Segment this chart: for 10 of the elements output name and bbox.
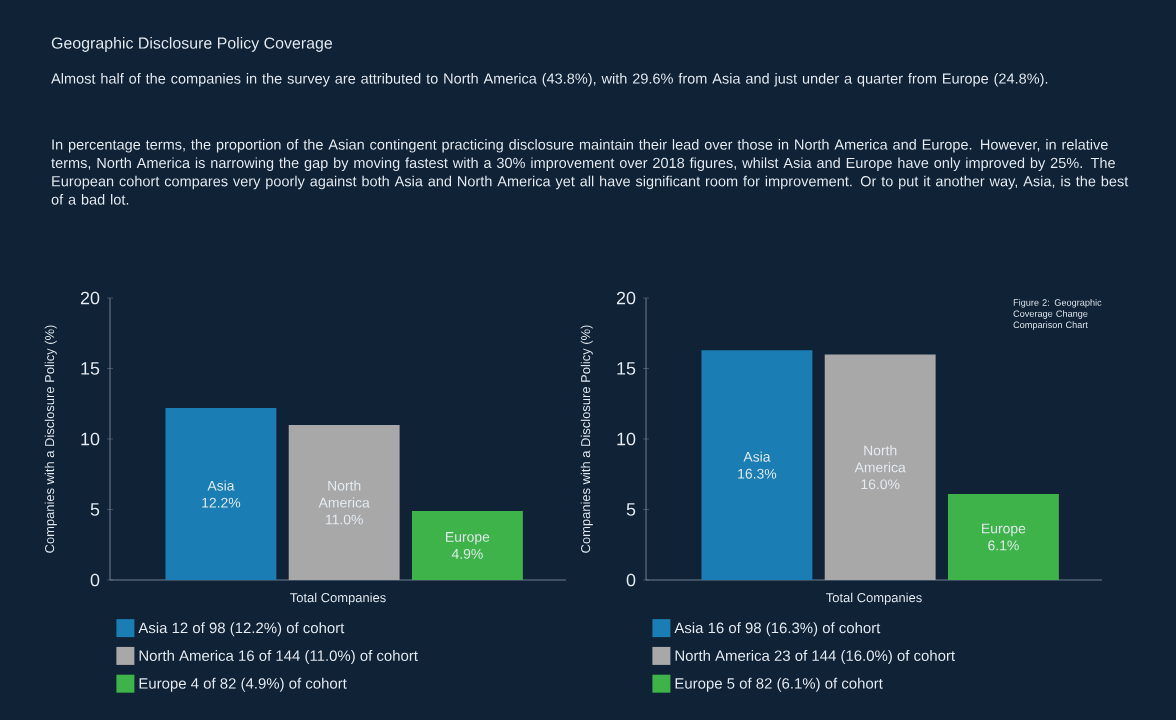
y-tick-label: 20 [616,291,636,305]
y-tick-label: 5 [90,503,100,516]
y-tick-label: 5 [626,503,636,516]
y-tick-label: 20 [80,291,100,305]
y-tick-label: 10 [617,432,636,446]
y-tick-label: 0 [626,573,636,587]
y-tick-label: 10 [81,432,100,446]
y-tick-label: 0 [90,573,100,587]
y-tick-label: 15 [617,362,636,375]
y-tick-label: 15 [81,362,100,375]
